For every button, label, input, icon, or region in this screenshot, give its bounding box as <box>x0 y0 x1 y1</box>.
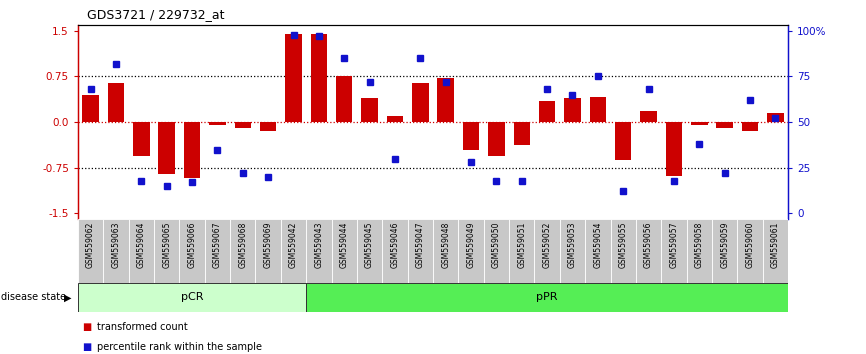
Bar <box>129 219 154 283</box>
Bar <box>539 101 555 122</box>
Bar <box>565 98 581 122</box>
Text: ■: ■ <box>82 322 92 332</box>
Bar <box>361 98 378 122</box>
Bar <box>78 283 307 312</box>
Bar <box>82 95 99 122</box>
Bar <box>514 122 530 145</box>
Bar <box>534 219 559 283</box>
Bar <box>666 122 682 176</box>
Text: GSM559063: GSM559063 <box>112 221 120 268</box>
Text: GSM559067: GSM559067 <box>213 221 222 268</box>
Bar <box>255 219 281 283</box>
Bar <box>488 122 505 156</box>
Text: ■: ■ <box>82 342 92 352</box>
Text: GSM559053: GSM559053 <box>568 221 577 268</box>
Bar <box>509 219 534 283</box>
Bar <box>184 122 200 178</box>
Text: GSM559061: GSM559061 <box>771 221 780 268</box>
Text: GSM559066: GSM559066 <box>188 221 197 268</box>
Bar <box>260 122 276 131</box>
Bar <box>107 82 124 122</box>
Text: GSM559048: GSM559048 <box>441 221 450 268</box>
Bar <box>484 219 509 283</box>
Text: GSM559045: GSM559045 <box>365 221 374 268</box>
Bar <box>281 219 307 283</box>
Text: GSM559059: GSM559059 <box>721 221 729 268</box>
Bar <box>103 219 129 283</box>
Bar <box>585 219 611 283</box>
Bar <box>640 111 656 122</box>
Bar <box>691 122 708 125</box>
Bar <box>433 219 458 283</box>
Bar <box>737 219 763 283</box>
Bar <box>311 34 327 122</box>
Text: GSM559054: GSM559054 <box>593 221 603 268</box>
Bar <box>763 219 788 283</box>
Text: GSM559042: GSM559042 <box>289 221 298 268</box>
Bar <box>615 122 631 160</box>
Text: pCR: pCR <box>181 292 204 302</box>
Bar <box>742 122 759 131</box>
Text: GSM559050: GSM559050 <box>492 221 501 268</box>
Bar <box>357 219 382 283</box>
Text: GSM559049: GSM559049 <box>467 221 475 268</box>
Bar <box>78 219 103 283</box>
Text: GSM559062: GSM559062 <box>86 221 95 268</box>
Text: GSM559064: GSM559064 <box>137 221 145 268</box>
Text: GSM559065: GSM559065 <box>162 221 171 268</box>
Bar <box>611 219 636 283</box>
Text: transformed count: transformed count <box>97 322 188 332</box>
Text: percentile rank within the sample: percentile rank within the sample <box>97 342 262 352</box>
Bar <box>307 219 332 283</box>
Text: GSM559044: GSM559044 <box>339 221 349 268</box>
Text: GSM559058: GSM559058 <box>695 221 704 268</box>
Text: GSM559068: GSM559068 <box>238 221 248 268</box>
Bar <box>235 122 251 128</box>
Bar <box>133 122 150 156</box>
Text: GSM559057: GSM559057 <box>669 221 678 268</box>
Bar <box>590 97 606 122</box>
Text: GSM559069: GSM559069 <box>263 221 273 268</box>
Bar <box>179 219 204 283</box>
Text: disease state: disease state <box>1 292 66 302</box>
Text: ▶: ▶ <box>64 292 71 302</box>
Bar <box>336 76 352 122</box>
Bar <box>387 116 404 122</box>
Text: GSM559055: GSM559055 <box>618 221 628 268</box>
Bar <box>662 219 687 283</box>
Text: GSM559043: GSM559043 <box>314 221 323 268</box>
Text: GDS3721 / 229732_at: GDS3721 / 229732_at <box>87 8 224 21</box>
Text: GSM559046: GSM559046 <box>391 221 399 268</box>
Bar <box>716 122 733 128</box>
Text: GSM559047: GSM559047 <box>416 221 425 268</box>
Text: GSM559056: GSM559056 <box>644 221 653 268</box>
Bar <box>210 122 226 125</box>
Bar <box>412 82 429 122</box>
Bar <box>462 122 479 149</box>
Bar <box>687 219 712 283</box>
Bar <box>382 219 408 283</box>
Bar <box>285 34 301 122</box>
Text: GSM559052: GSM559052 <box>543 221 552 268</box>
Bar <box>158 122 175 174</box>
Bar <box>636 219 662 283</box>
Bar <box>408 219 433 283</box>
Text: GSM559060: GSM559060 <box>746 221 754 268</box>
Text: GSM559051: GSM559051 <box>517 221 527 268</box>
Bar <box>332 219 357 283</box>
Bar <box>559 219 585 283</box>
Bar <box>307 283 788 312</box>
Bar <box>712 219 737 283</box>
Bar <box>437 78 454 122</box>
Bar <box>458 219 484 283</box>
Bar <box>204 219 230 283</box>
Bar <box>767 113 784 122</box>
Bar <box>230 219 255 283</box>
Bar <box>154 219 179 283</box>
Text: pPR: pPR <box>536 292 558 302</box>
